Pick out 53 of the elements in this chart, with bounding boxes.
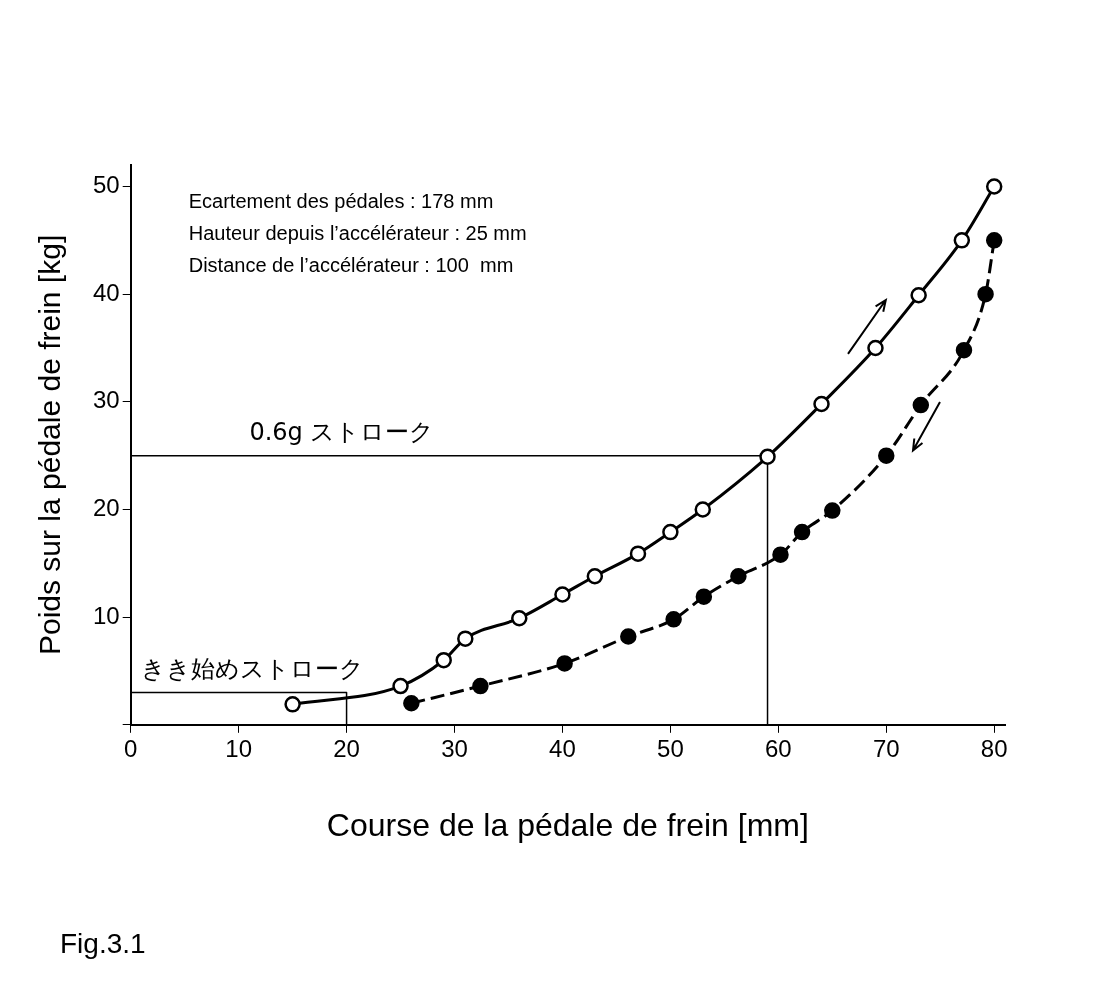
annotation: 0.6g ストローク — [249, 417, 435, 446]
point — [665, 611, 682, 628]
point — [878, 447, 895, 464]
point — [472, 677, 489, 695]
point — [793, 523, 811, 541]
point — [620, 628, 637, 645]
point — [511, 609, 528, 627]
x-tick-label: 50 — [657, 734, 684, 762]
point — [824, 502, 841, 519]
point — [955, 341, 973, 359]
x-tick-label: 30 — [441, 734, 468, 762]
point — [586, 567, 604, 585]
point — [556, 655, 573, 672]
y-tick-label: 40 — [92, 278, 120, 306]
caption: Fig.3.1 — [60, 927, 146, 959]
point — [977, 285, 994, 303]
point — [813, 395, 830, 413]
x-tick-label: 0 — [124, 734, 138, 762]
x-tick-label: 10 — [225, 734, 252, 762]
point — [759, 448, 776, 465]
point — [403, 695, 420, 712]
point — [910, 287, 927, 304]
point — [629, 545, 647, 562]
y-tick-label: 50 — [92, 171, 120, 199]
point — [392, 677, 409, 695]
x-tick-label: 20 — [333, 734, 360, 762]
x-tick-label: 40 — [549, 734, 576, 762]
point — [985, 178, 1003, 195]
point — [457, 630, 474, 647]
point — [912, 396, 930, 414]
point — [284, 696, 301, 713]
y-tick-label: 10 — [92, 601, 120, 629]
x-tick-label: 60 — [764, 734, 792, 762]
x-tick-label: 70 — [872, 734, 900, 762]
annotation: Distance de l’accélérateur : 100 mm — [188, 253, 514, 276]
y-tick-label: 20 — [92, 494, 120, 522]
point — [730, 567, 747, 585]
x-tick-label: 80 — [980, 734, 1008, 762]
point — [953, 232, 971, 249]
point — [772, 546, 789, 563]
point — [694, 501, 712, 518]
y-axis-title: Poids sur la pédale de frein [kg] — [33, 234, 67, 656]
annotation: Hauteur depuis l’accélérateur : 25 mm — [188, 221, 527, 244]
annotation: Ecartement des pédales : 178 mm — [188, 189, 494, 212]
point — [554, 586, 571, 603]
point — [985, 232, 1003, 249]
point — [662, 523, 679, 541]
point — [695, 588, 713, 605]
annotation: きき始めストローク — [141, 654, 365, 683]
y-tick-label: 30 — [92, 386, 120, 414]
x-axis-title: Course de la pédale de frein [mm] — [326, 806, 809, 843]
point — [867, 339, 884, 357]
point — [435, 651, 452, 669]
